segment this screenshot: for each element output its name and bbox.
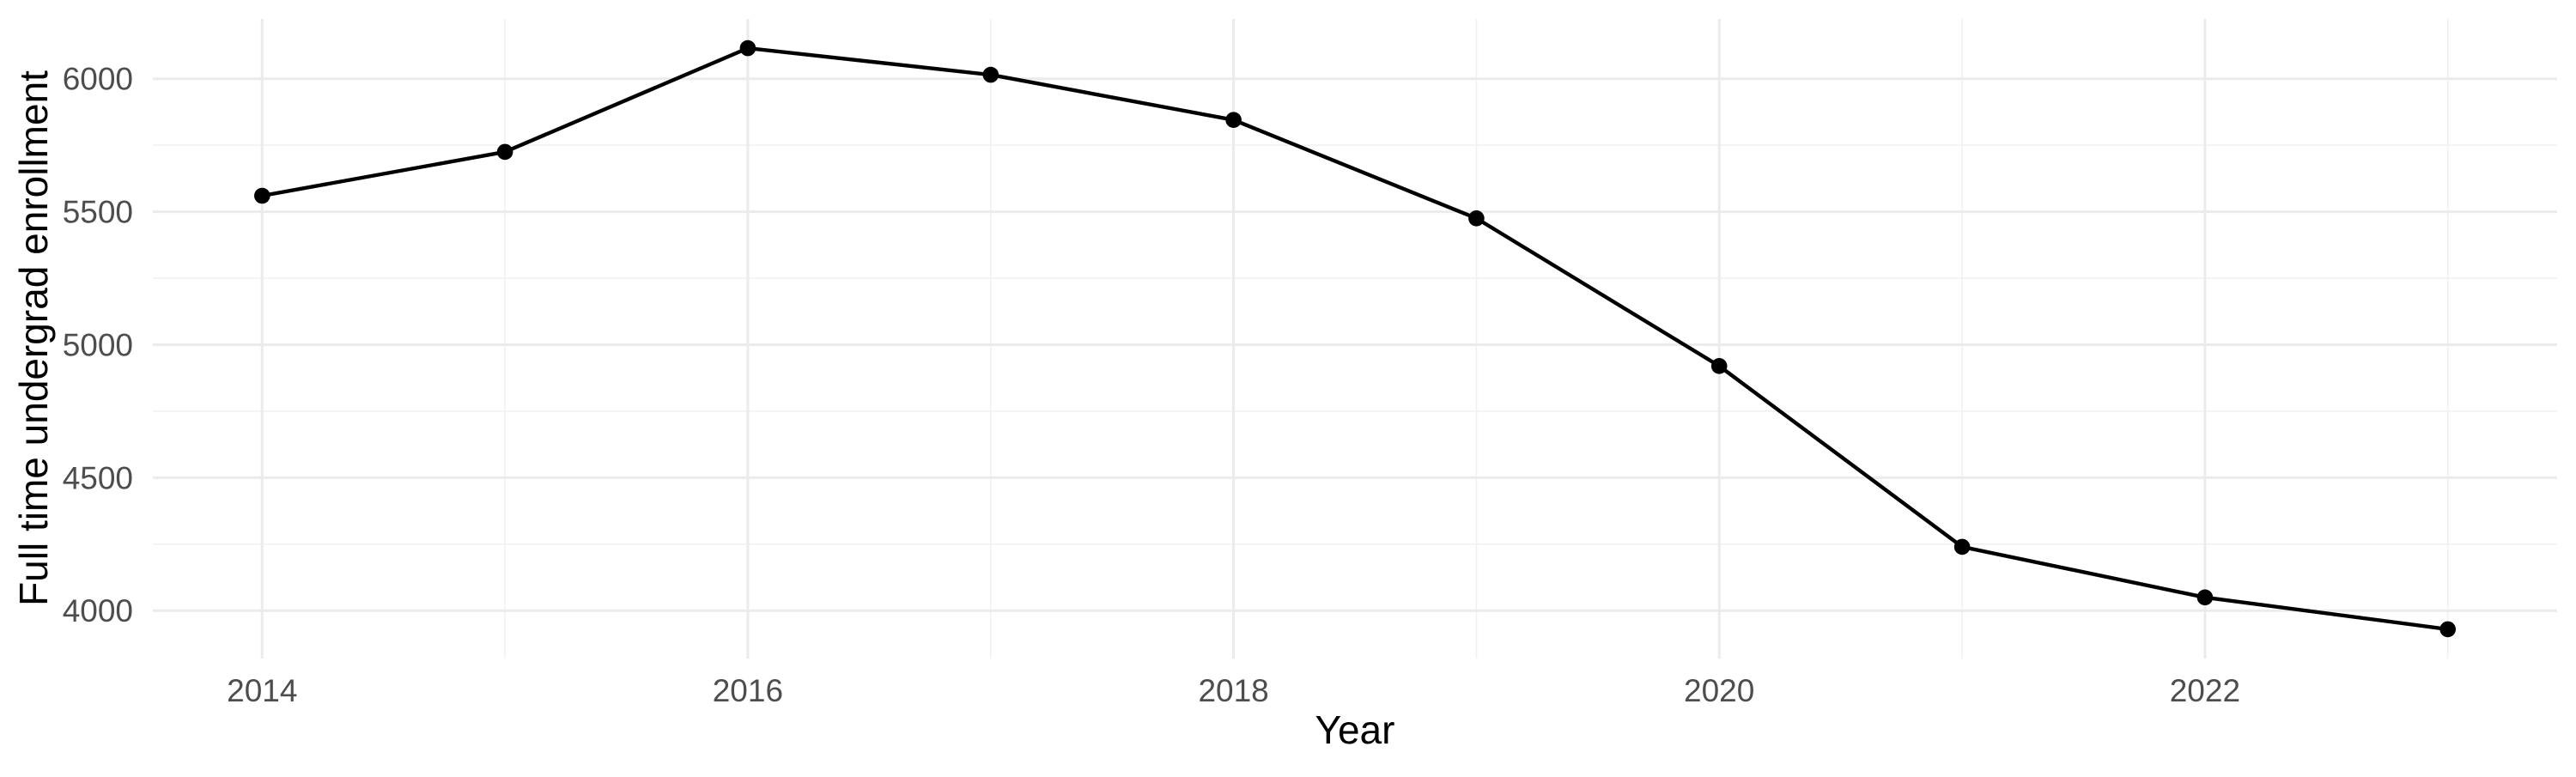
data-point-2018 xyxy=(1225,112,1242,128)
series-layer xyxy=(254,39,2456,638)
data-point-2021 xyxy=(1953,538,1971,555)
data-point-2019 xyxy=(1468,210,1485,227)
x-tick-label: 2020 xyxy=(1684,673,1754,708)
data-point-2014 xyxy=(254,187,270,204)
x-tick-label: 2022 xyxy=(2170,673,2240,708)
y-tick-label: 4000 xyxy=(63,593,133,628)
data-point-2016 xyxy=(739,39,756,57)
y-tick-label: 5000 xyxy=(63,327,133,362)
data-point-2023 xyxy=(2439,621,2456,638)
y-tick-label: 6000 xyxy=(63,62,133,97)
data-point-2020 xyxy=(1710,358,1728,374)
data-point-2017 xyxy=(982,66,999,83)
enrollment-line xyxy=(261,46,2448,632)
tick-layer: 4000 4500 5000 5500 6000 2014 2016 2018 2020 2022 xyxy=(63,62,2240,708)
x-tick-label: 2018 xyxy=(1198,673,1268,708)
y-tick-label: 5500 xyxy=(63,195,133,230)
x-axis-title: Year xyxy=(1315,707,1395,752)
grid-layer xyxy=(153,19,2557,659)
data-point-2022 xyxy=(2196,589,2214,606)
x-tick-label: 2014 xyxy=(227,673,297,708)
y-axis-title: Full time undergrad enrollment xyxy=(11,70,56,606)
y-tick-label: 4500 xyxy=(63,460,133,495)
x-tick-label: 2016 xyxy=(713,673,783,708)
data-point-2015 xyxy=(496,143,513,161)
